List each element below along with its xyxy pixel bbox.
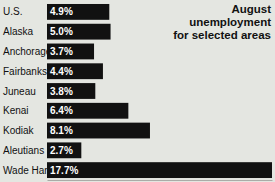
data-label: 4.4% <box>50 66 73 77</box>
data-label: 2.7% <box>50 145 73 156</box>
background <box>0 0 275 182</box>
category-label: Kodiak <box>3 125 35 136</box>
data-label: 8.1% <box>50 125 73 136</box>
data-label: 6.4% <box>50 105 73 116</box>
bar <box>47 44 94 60</box>
data-label: 4.9% <box>50 6 73 17</box>
data-label: 3.7% <box>50 46 73 57</box>
bar <box>47 24 111 40</box>
chart: U.S. Alaska Anchorage Fairbanks Juneau Kenai K… <box>0 0 275 182</box>
bar <box>47 83 95 99</box>
data-label: 3.8% <box>50 86 73 97</box>
bar <box>47 63 103 79</box>
axis-line <box>48 180 273 181</box>
data-labels: 4.9% 5.0% 3.7% 4.4% 3.8% 6.4% 8.1% 2.7% 17.7% <box>50 6 78 175</box>
bar <box>47 4 109 20</box>
title: Augustunemploymentfor selected areas <box>173 3 271 41</box>
category-label: Juneau <box>3 86 36 97</box>
bar <box>47 142 81 158</box>
title-line: August <box>231 3 271 15</box>
data-label: 17.7% <box>50 165 78 176</box>
x-axis <box>48 180 273 181</box>
category-label: Fairbanks <box>3 66 47 77</box>
category-label: Anchorage <box>3 46 52 57</box>
category-labels: U.S. Alaska Anchorage Fairbanks Juneau Kenai K… <box>3 6 72 175</box>
title-line: unemployment <box>189 16 271 28</box>
title-line: for selected areas <box>173 29 271 41</box>
category-label: U.S. <box>3 6 22 17</box>
bars <box>47 4 272 178</box>
category-label: Kenai <box>3 105 29 116</box>
bar <box>47 103 128 119</box>
bar <box>47 162 272 178</box>
data-label: 5.0% <box>50 26 73 37</box>
category-label: Alaska <box>3 26 33 37</box>
bar <box>47 123 150 139</box>
